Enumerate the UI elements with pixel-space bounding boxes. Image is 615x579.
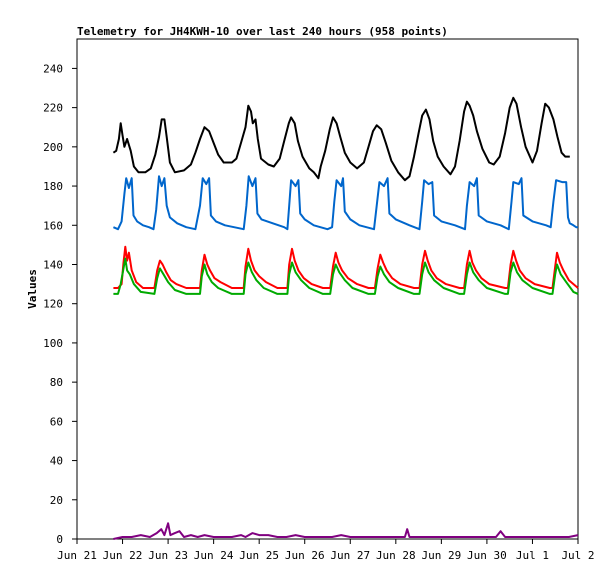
x-tick-label: Jun 23 xyxy=(148,549,188,562)
y-tick-label: 240 xyxy=(43,62,63,75)
y-tick-label: 100 xyxy=(43,337,63,350)
y-tick-label: 160 xyxy=(43,219,63,232)
y-axis: 0 20 40 60 80 100 120 140 160 180 200 220 240 xyxy=(43,62,77,546)
series-line-4 xyxy=(113,257,579,295)
y-tick-label: 80 xyxy=(50,376,63,389)
series-line-3 xyxy=(113,245,579,289)
series-line-2 xyxy=(113,175,578,231)
y-tick-label: 40 xyxy=(50,455,63,468)
x-tick-label: Jul 1 xyxy=(516,549,549,562)
y-tick-label: 180 xyxy=(43,180,63,193)
y-tick-label: 220 xyxy=(43,102,63,115)
x-tick-label: Jun 22 xyxy=(103,549,143,562)
x-tick-label: Jun 28 xyxy=(376,549,416,562)
y-axis-label: Values xyxy=(26,269,39,309)
plot-frame xyxy=(76,38,579,540)
x-tick-label: Jun 30 xyxy=(467,549,507,562)
x-tick-label: Jul 2 xyxy=(561,549,594,562)
x-tick-label: Jun 26 xyxy=(285,549,325,562)
x-axis: Jun 21 Jun 22 Jun 23 Jun 24 Jun 25 Jun 26 Jun … xyxy=(57,539,595,562)
x-tick-label: Jun 21 xyxy=(57,549,97,562)
y-tick-label: 20 xyxy=(50,494,63,507)
y-tick-label: 120 xyxy=(43,298,63,311)
y-tick-label: 0 xyxy=(56,533,63,546)
chart-title: Telemetry for JH4KWH-10 over last 240 ho… xyxy=(77,25,448,38)
series-line-1 xyxy=(112,96,570,182)
y-tick-label: 60 xyxy=(50,415,63,428)
x-tick-label: Jun 24 xyxy=(194,549,234,562)
x-tick-label: Jun 27 xyxy=(330,549,370,562)
y-tick-label: 200 xyxy=(43,141,63,154)
series-line-5 xyxy=(113,522,579,540)
x-tick-label: Jun 25 xyxy=(239,549,279,562)
y-tick-label: 140 xyxy=(43,258,63,271)
x-tick-label: Jun 29 xyxy=(421,549,461,562)
series-layer xyxy=(112,96,579,540)
